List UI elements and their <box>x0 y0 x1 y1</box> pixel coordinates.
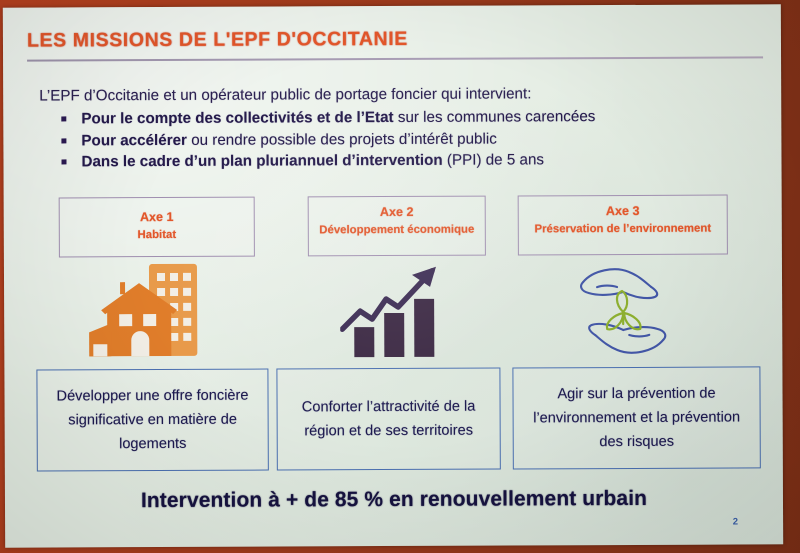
axe-subtitle-2: Développement économique <box>319 223 475 237</box>
intro-block: L’EPF d’Occitanie et un opérateur public… <box>39 84 759 174</box>
growth-bar-chart-arrow-icon <box>339 266 436 357</box>
bullet-rest-text: sur les communes carencées <box>393 108 596 126</box>
axis-column-3: Axe 3 Préservation de l’environnement <box>517 194 729 363</box>
axis-column-1: Axe 1 Habitat <box>58 196 256 365</box>
axe-subtitle-3: Préservation de l’environnement <box>534 222 712 236</box>
axe-title-1: Axe 1 <box>139 209 174 225</box>
bullet-rest-text: ou rendre possible des projets d’intérêt… <box>186 130 497 149</box>
list-item: Pour le compte des collectivités et de l… <box>61 106 759 129</box>
axe-icon-wrap-2 <box>308 258 486 364</box>
statement-box-3: Agir sur la prévention de l’environnemen… <box>512 366 761 470</box>
bullet-strong-text: Pour accélérer <box>81 131 187 149</box>
title-block: LES MISSIONS DE L'EPF D'OCCITANIE <box>26 26 764 62</box>
square-bullet-icon <box>61 137 67 143</box>
statement-box-1: Développer une offre foncière significat… <box>36 368 269 472</box>
axe-icon-wrap-3 <box>518 257 728 363</box>
page-title: LES MISSIONS DE L'EPF D'OCCITANIE <box>26 27 408 52</box>
statement-text-1: Développer une offre foncière significat… <box>56 387 249 453</box>
axe-header-box-1: Axe 1 Habitat <box>58 196 255 258</box>
axe-title-2: Axe 2 <box>379 204 414 220</box>
axe-subtitle-1: Habitat <box>137 228 177 242</box>
bullet-list: Pour le compte des collectivités et de l… <box>39 106 759 173</box>
statement-box-2: Conforter l’attractivité de la région et… <box>276 367 501 471</box>
list-item: Dans le cadre d’un plan pluriannuel d’in… <box>61 149 759 172</box>
hands-plant-icon <box>580 267 667 354</box>
statement-text-3: Agir sur la prévention de l’environnemen… <box>533 385 741 451</box>
bullet-strong-text: Dans le cadre d’un plan pluriannuel d’in… <box>81 151 443 171</box>
bullet-strong-text: Pour le compte des collectivités et de l… <box>81 108 394 128</box>
presentation-slide: LES MISSIONS DE L'EPF D'OCCITANIE L’EPF … <box>2 4 784 548</box>
square-bullet-icon <box>61 116 67 122</box>
bullet-rest-text: (PPI) de 5 ans <box>442 151 545 169</box>
axe-header-box-3: Axe 3 Préservation de l’environnement <box>517 194 728 256</box>
list-item: Pour accélérer ou rendre possible des pr… <box>61 128 759 151</box>
building-house-icon <box>89 263 198 356</box>
footer-headline: Intervention à + de 85 % en renouvelleme… <box>140 486 648 513</box>
axe-header-box-2: Axe 2 Développement économique <box>307 195 486 257</box>
intro-lead-text: L’EPF d’Occitanie et un opérateur public… <box>39 85 532 105</box>
statement-text-2: Conforter l’attractivité de la région et… <box>301 398 476 440</box>
axis-column-2: Axe 2 Développement économique <box>307 195 487 364</box>
axe-title-3: Axe 3 <box>605 203 640 219</box>
axe-icon-wrap-1 <box>59 259 255 365</box>
page-number: 2 <box>732 516 739 528</box>
square-bullet-icon <box>61 159 67 165</box>
title-divider <box>27 56 764 62</box>
